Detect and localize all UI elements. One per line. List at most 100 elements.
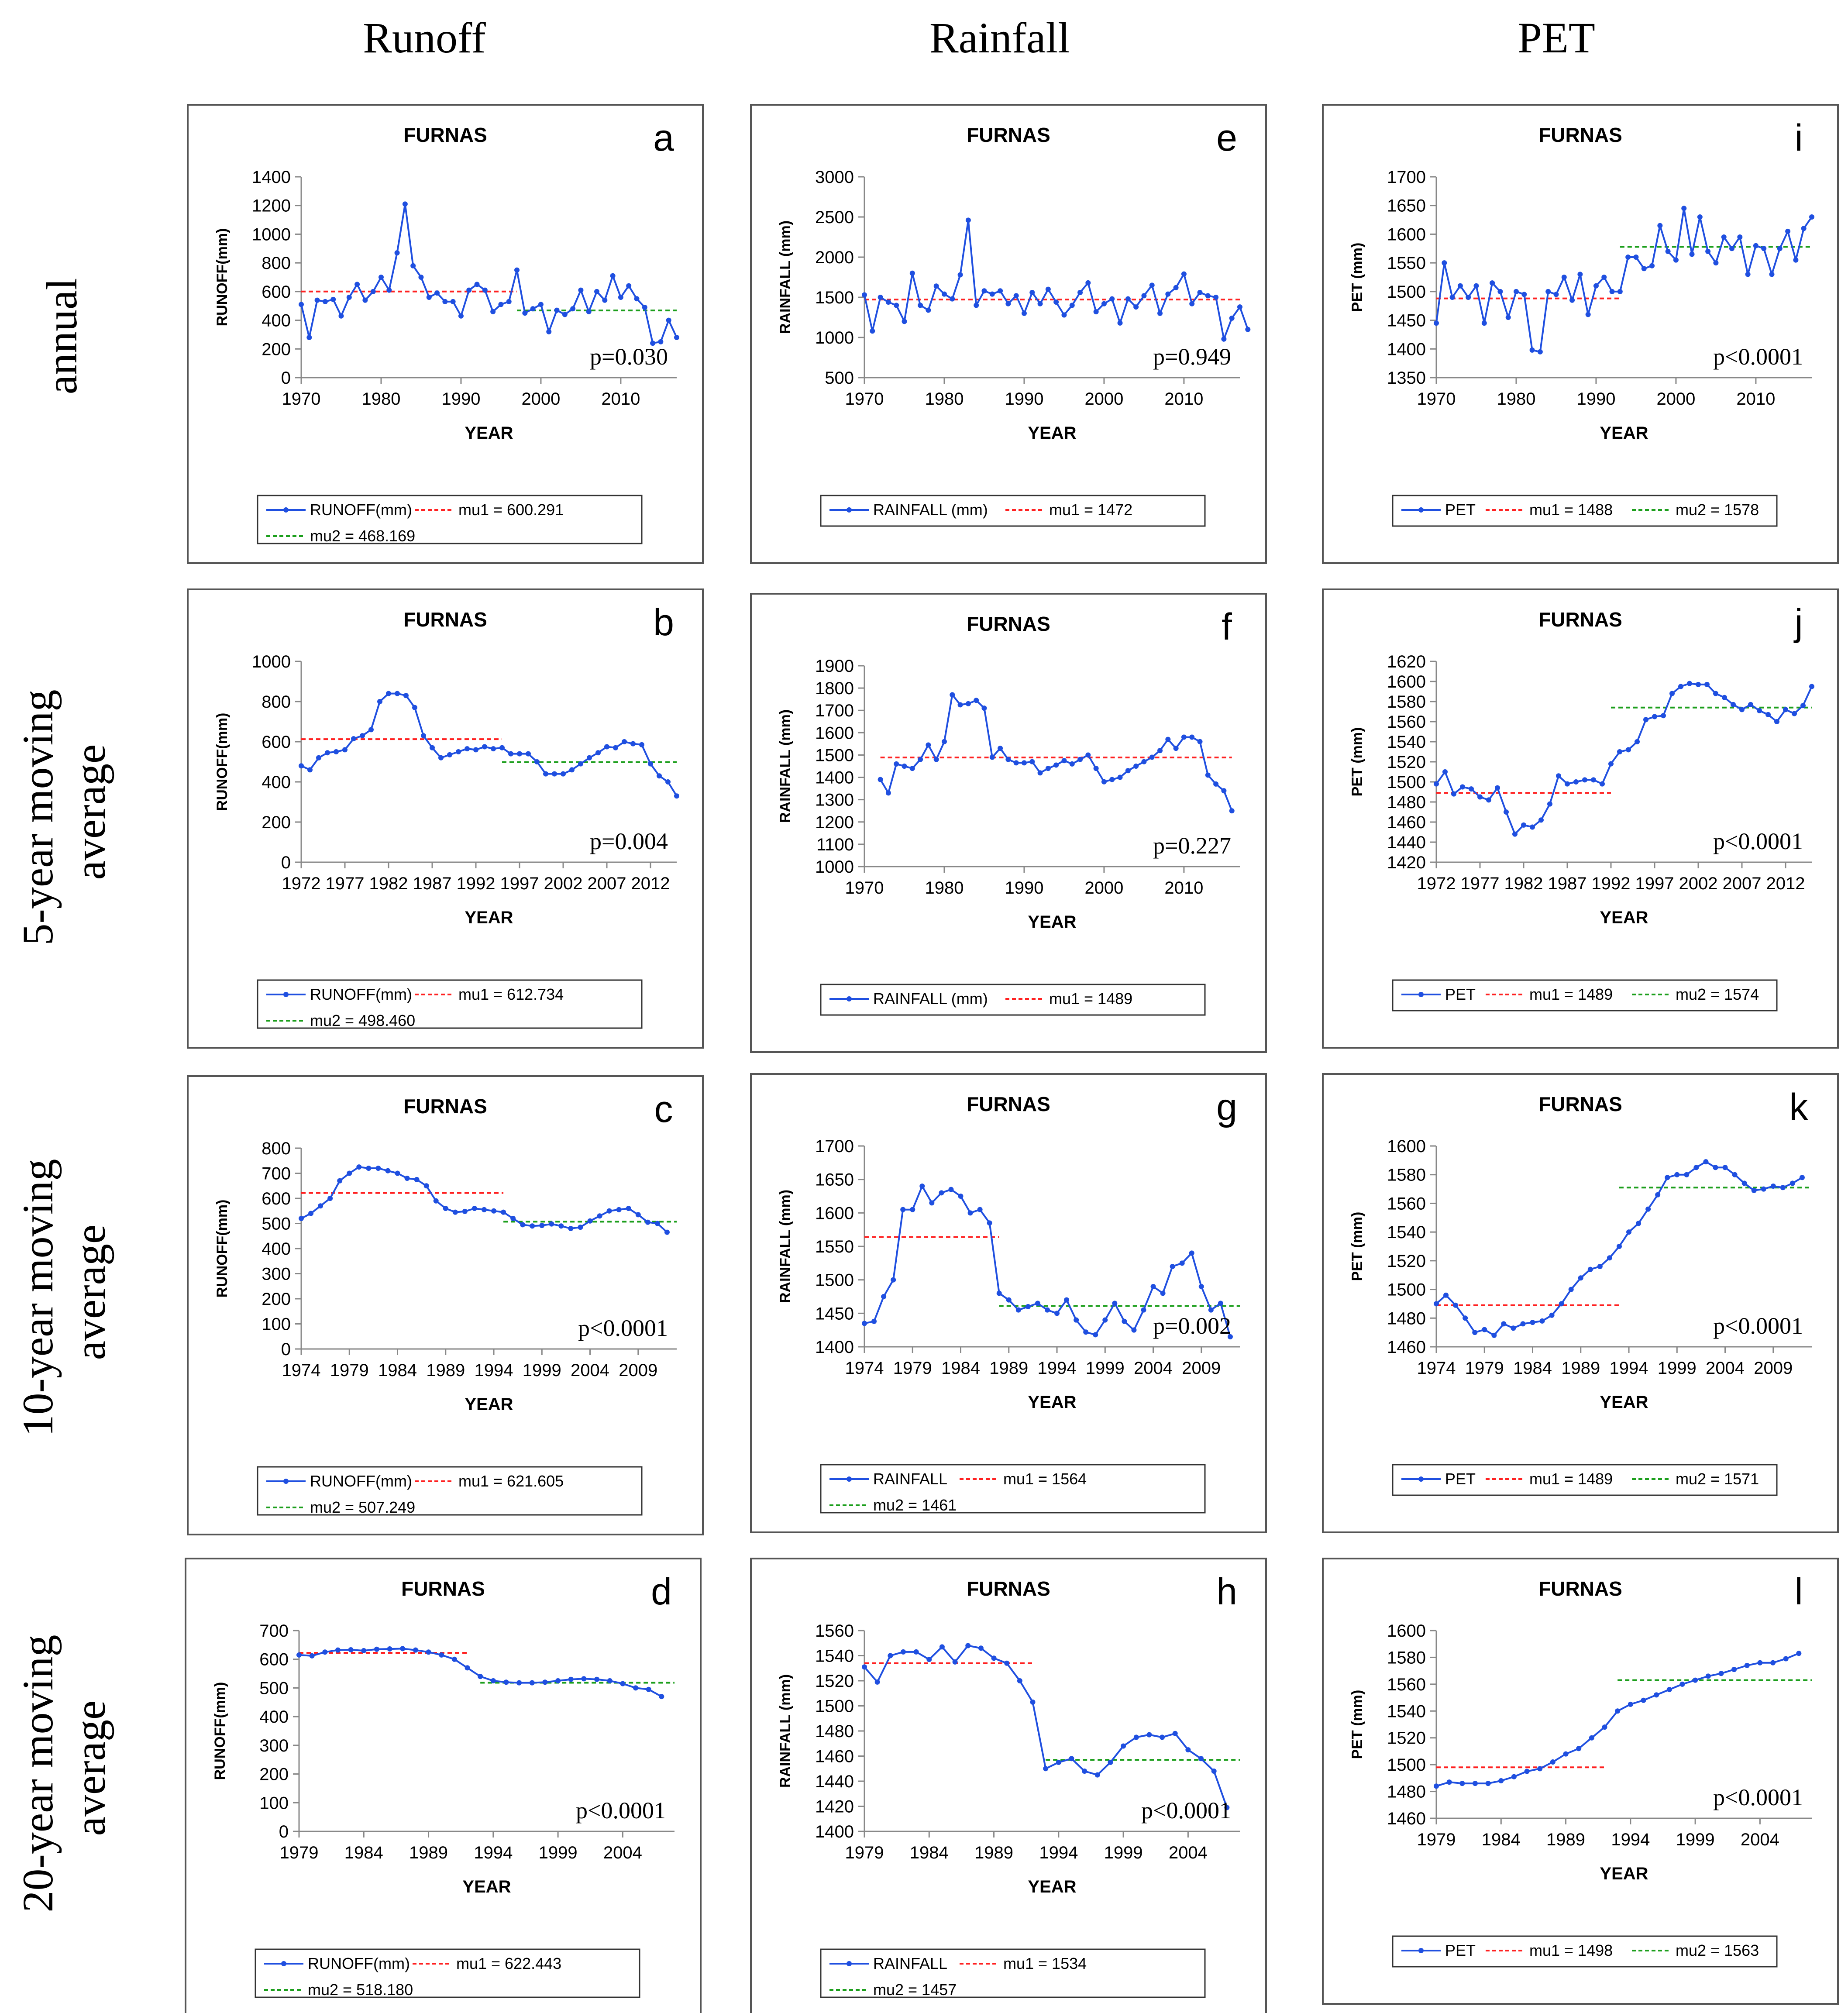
- data-point: [578, 287, 584, 293]
- legend-mu1-label: mu1 = 612.734: [458, 985, 564, 1003]
- data-point: [1751, 1187, 1757, 1193]
- data-point: [346, 295, 352, 300]
- panel-frame: [185, 1558, 702, 2013]
- legend-box: [1392, 1935, 1778, 1968]
- data-point: [1645, 1206, 1651, 1212]
- y-tick-label: 1450: [815, 1304, 854, 1323]
- data-point: [299, 302, 304, 307]
- data-point: [1657, 223, 1663, 228]
- data-point: [433, 1198, 439, 1204]
- data-point: [885, 299, 891, 305]
- data-point: [1777, 246, 1783, 251]
- data-point: [1442, 769, 1448, 774]
- data-point: [1524, 1769, 1530, 1774]
- p-value: p<0.0001: [1713, 1784, 1803, 1810]
- data-point: [1459, 1781, 1465, 1786]
- legend-series-label: RUNOFF(mm): [310, 501, 412, 519]
- panel-b: FURNAS b 0 200 400 600 800 1000 1972 1977 1982 1987…: [187, 588, 704, 1049]
- legend-series-label: RAINFALL: [873, 1955, 947, 1972]
- y-tick-label: 1350: [1387, 368, 1426, 388]
- row-header-annual: annual: [38, 278, 86, 395]
- data-point: [1069, 303, 1075, 308]
- y-tick-label: 600: [262, 1189, 291, 1208]
- data-point: [1179, 1260, 1185, 1266]
- y-axis-label: PET (mm): [1349, 1690, 1366, 1759]
- data-point: [1511, 1325, 1516, 1331]
- data-point: [1093, 1332, 1098, 1338]
- data-point: [458, 313, 464, 319]
- data-point: [1744, 1662, 1750, 1668]
- data-point: [1044, 1307, 1050, 1313]
- x-tick-label: 2004: [571, 1361, 609, 1380]
- y-tick-label: 1520: [1387, 1252, 1426, 1271]
- data-point: [1573, 779, 1579, 785]
- data-point: [351, 736, 356, 742]
- data-point: [1745, 272, 1751, 277]
- panel-letter: h: [1216, 1571, 1237, 1613]
- data-point: [1157, 310, 1163, 316]
- data-point: [1593, 283, 1599, 289]
- data-point: [1617, 749, 1622, 754]
- x-tick-label: 1982: [369, 874, 408, 893]
- data-point: [1434, 1783, 1439, 1789]
- column-header-rainfall: Rainfall: [929, 14, 1070, 62]
- data-point: [1674, 1172, 1680, 1177]
- y-tick-label: 1480: [1387, 1782, 1426, 1802]
- data-point: [439, 1652, 444, 1658]
- panel-l: FURNAS l 1460 1480 1500 1520 1540 1560 1580 1600 1…: [1322, 1558, 1839, 2005]
- x-tick-label: 1974: [845, 1359, 884, 1378]
- data-point: [1793, 257, 1799, 263]
- x-tick-label: 1970: [1417, 389, 1456, 409]
- data-point: [322, 1649, 328, 1655]
- x-tick-label: 1970: [845, 878, 884, 898]
- panel-d: FURNAS d 0 100 200 300 400 500 600 700 1979 1984 198…: [185, 1558, 702, 2013]
- data-point: [569, 767, 575, 773]
- legend-series-label: PET: [1445, 501, 1476, 519]
- y-tick-label: 2500: [815, 208, 854, 227]
- data-point: [1165, 291, 1171, 297]
- x-tick-label: 1979: [1417, 1830, 1456, 1849]
- data-point: [909, 270, 915, 276]
- x-tick-label: 2000: [1084, 389, 1123, 409]
- data-point: [1133, 304, 1139, 310]
- y-tick-label: 1620: [1387, 652, 1426, 671]
- data-point: [941, 291, 947, 297]
- y-tick-label: 1600: [1387, 225, 1426, 244]
- data-point: [1722, 695, 1727, 700]
- data-point: [434, 290, 440, 296]
- y-tick-label: 1400: [252, 168, 291, 187]
- data-point: [989, 754, 995, 760]
- y-tick-label: 1580: [1387, 1166, 1426, 1185]
- x-axis-label: YEAR: [465, 423, 513, 443]
- legend: RAINFALL (mm) mu1 = 1472: [820, 495, 1206, 527]
- x-tick-label: 2002: [1679, 874, 1718, 893]
- data-point: [1732, 1172, 1738, 1177]
- data-point: [530, 1223, 535, 1229]
- data-point: [622, 739, 627, 744]
- y-tick-label: 1900: [815, 657, 854, 676]
- x-tick-label: 2004: [603, 1843, 642, 1862]
- data-point: [465, 746, 470, 752]
- data-point: [421, 733, 426, 739]
- x-tick-label: 1997: [1635, 874, 1674, 893]
- data-point: [902, 319, 907, 324]
- data-point: [1205, 772, 1211, 778]
- data-point: [338, 313, 344, 319]
- data-point: [633, 1685, 639, 1691]
- x-tick-label: 1989: [426, 1361, 465, 1380]
- data-point: [902, 764, 907, 769]
- y-tick-label: 1650: [1387, 196, 1426, 216]
- panel-title: FURNAS: [1538, 608, 1622, 631]
- data-point: [482, 287, 488, 293]
- row-header-10yr-line2: average: [66, 1225, 114, 1360]
- data-point: [1553, 292, 1559, 297]
- data-point: [1197, 289, 1203, 295]
- panel-frame: [1322, 104, 1839, 564]
- data-point: [395, 691, 400, 696]
- data-point: [620, 1681, 626, 1686]
- data-point: [1649, 263, 1655, 268]
- legend-series-marker: [281, 1961, 286, 1966]
- legend: PET mu1 = 1498 mu2 = 1563: [1392, 1935, 1778, 1968]
- data-point: [1587, 1266, 1593, 1272]
- data-point: [1739, 707, 1745, 712]
